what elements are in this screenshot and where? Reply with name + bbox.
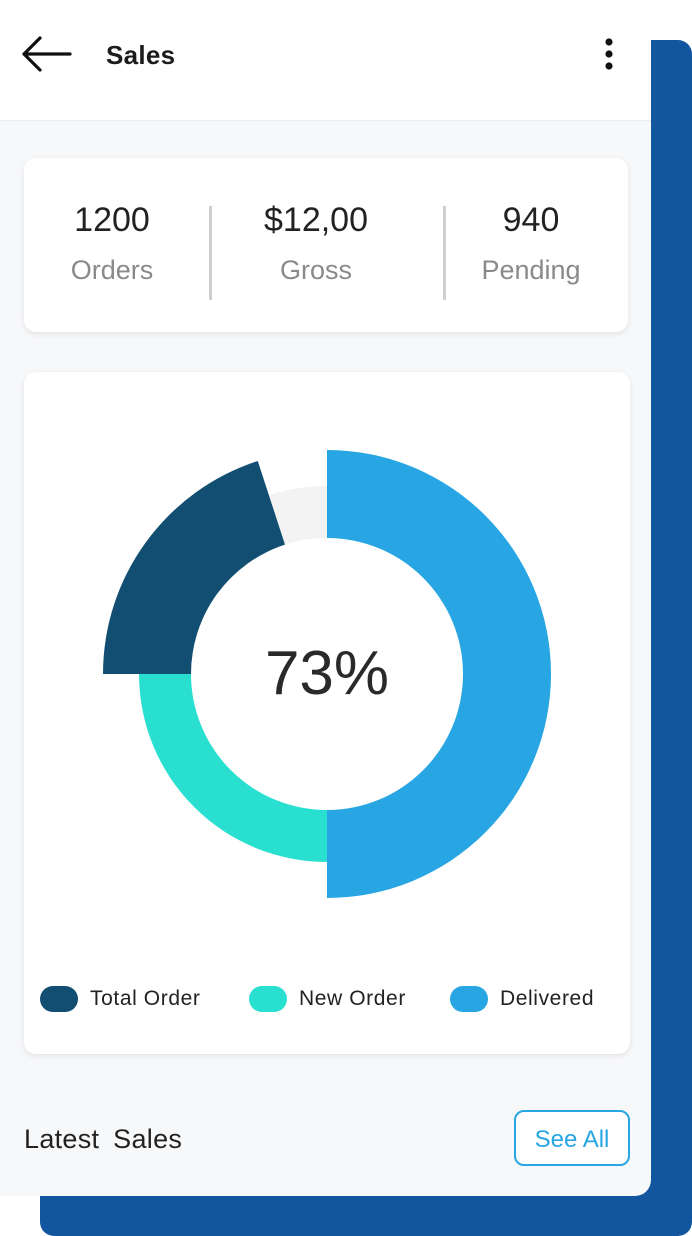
legend-swatch [40,986,78,1012]
stat-value: 1200 [74,201,150,239]
stat-label: Orders [70,255,154,285]
order-chart-card: 73% Total Order New Order Delivered [24,372,630,1054]
stats-summary-card: 1200 Orders $12,00 Gross 940 Pending [24,158,628,332]
stat-gross: $12,00 Gross [246,200,386,286]
app-screen: Sales 1200 Orders $12,00 Gross 940 Pendi… [0,0,651,1166]
stat-pending: 940 Pending [466,200,596,286]
see-all-button[interactable]: See All [514,1110,630,1166]
stat-orders: 1200 Orders [52,200,172,286]
donut-slice-total-order[interactable] [103,460,285,674]
stat-divider [209,206,212,300]
donut-slice-delivered[interactable] [327,450,551,898]
app-header: Sales [0,0,651,121]
legend-label: Delivered [500,987,595,1010]
stat-divider [443,206,446,300]
legend-swatch [249,986,287,1012]
chart-center-label: 73% [264,639,390,708]
stat-value: 940 [502,201,560,239]
legend-label: Total Order [90,987,201,1010]
more-vertical-icon[interactable] [598,36,620,74]
legend-swatch [450,986,488,1012]
stat-value: $12,00 [264,201,368,239]
stat-label: Pending [481,255,581,285]
stat-label: Gross [279,255,352,285]
arrow-left-icon[interactable] [20,34,72,74]
donut-slice-new-order[interactable] [139,674,327,862]
page-title: Sales [106,40,176,70]
latest-sales-title: Latest Sales [24,1124,183,1154]
donut-chart [103,450,551,898]
legend-label: New Order [299,987,406,1010]
